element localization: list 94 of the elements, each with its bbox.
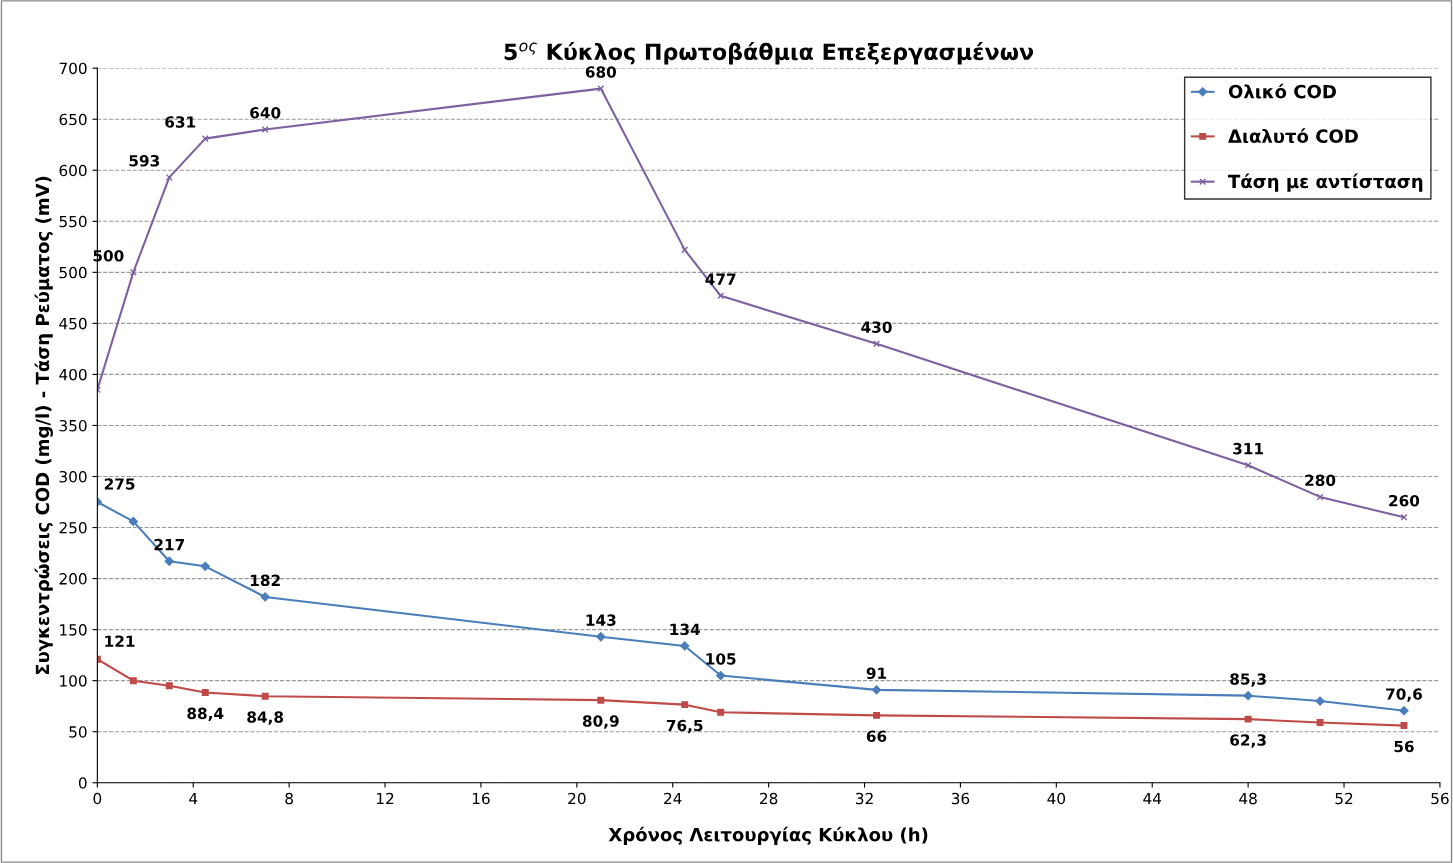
point (597, 85, 605, 93)
point (680, 641, 690, 651)
point (201, 689, 209, 696)
y-axis-title: Συγκεντρώσεις COD (mg/l) - Τάση Ρεύματος (mV) (34, 176, 53, 675)
point (201, 135, 209, 143)
data-label: 134 (670, 623, 700, 636)
data-label: 76,5 (666, 719, 703, 734)
data-label: 66 (866, 730, 887, 743)
data-label: 280 (1305, 474, 1336, 487)
data-label: 430 (861, 321, 892, 333)
x-axis-title: Χρόνος Λειτουργίας Κύκλου (h) (608, 826, 928, 845)
data-label: 84,8 (247, 711, 284, 725)
legend-label: Διαλυτό COD (1228, 128, 1358, 144)
point (717, 708, 725, 716)
data-label: 105 (706, 653, 736, 665)
x-tick-label: 28 (760, 792, 778, 805)
x-tick-label: 24 (664, 792, 682, 805)
point (717, 292, 725, 300)
y-tick-label: 450 (59, 317, 87, 330)
data-label: 593 (129, 155, 160, 167)
y-tick-label: 400 (59, 368, 87, 381)
x-tick-label: 0 (93, 792, 102, 805)
y-tick-label: 200 (59, 573, 87, 585)
point (129, 677, 137, 685)
data-label: 311 (1233, 442, 1264, 455)
y-tick-label: 350 (59, 419, 87, 432)
x-tick-label: 32 (855, 792, 873, 805)
data-label: 182 (250, 574, 280, 587)
x-tick-label: 52 (1335, 792, 1353, 805)
point (596, 632, 606, 642)
point (1316, 719, 1324, 726)
data-label: 217 (154, 538, 185, 551)
point (165, 173, 173, 181)
point (128, 516, 138, 527)
point (1244, 461, 1252, 469)
y-tick-label: 150 (60, 624, 87, 636)
point (1315, 696, 1325, 706)
data-label: 143 (586, 614, 616, 626)
point (260, 592, 270, 602)
y-tick-label: 50 (69, 726, 87, 738)
data-label: 640 (250, 107, 281, 119)
legend-label: Τάση με αντίσταση (1228, 173, 1423, 192)
point (597, 696, 605, 704)
data-label: 80,9 (582, 715, 619, 729)
point (1316, 493, 1324, 501)
y-tick-label: 0 (78, 777, 87, 789)
point (873, 711, 880, 719)
x-tick-label: 40 (1047, 792, 1066, 805)
y-tick-label: 550 (59, 215, 87, 228)
y-tick-label: 300 (59, 470, 87, 483)
data-label: 88,4 (187, 707, 224, 722)
data-label: 62,3 (1230, 734, 1266, 748)
x-tick-label: 12 (377, 792, 394, 805)
x-tick-label: 20 (568, 792, 586, 805)
point (261, 692, 269, 700)
data-label: 121 (105, 635, 135, 647)
point (164, 556, 174, 566)
x-tick-label: 48 (1239, 792, 1257, 805)
y-tick-label: 650 (59, 113, 87, 126)
x-tick-label: 36 (951, 792, 970, 805)
legend-label: Ολικό COD (1228, 83, 1336, 99)
chart-title: 5$^{ος}$ Κύκλος Πρωτοβάθμια Επεξεργασμένων (504, 42, 1034, 65)
data-label: 680 (585, 66, 617, 78)
y-tick-label: 250 (59, 522, 87, 534)
x-tick-label: 4 (189, 792, 198, 805)
data-label: 56 (1394, 740, 1414, 753)
data-label: 275 (104, 478, 135, 490)
point (261, 125, 269, 133)
data-label: 91 (866, 667, 887, 679)
data-label: 85,3 (1230, 673, 1266, 687)
x-tick-label: 16 (472, 792, 490, 805)
y-tick-label: 700 (59, 62, 87, 75)
point (681, 246, 689, 254)
point (871, 685, 882, 695)
x-tick-label: 56 (1431, 792, 1449, 805)
data-label: 260 (1389, 494, 1420, 507)
point (1400, 722, 1408, 730)
point (165, 682, 173, 690)
y-tick-label: 500 (59, 266, 87, 279)
point (1400, 513, 1408, 521)
point (716, 670, 726, 681)
point (129, 268, 137, 276)
x-tick-label: 8 (285, 792, 293, 805)
data-label: 631 (165, 116, 196, 128)
y-tick-label: 600 (59, 164, 87, 177)
point (200, 561, 210, 571)
point (681, 701, 689, 709)
point (1399, 706, 1409, 716)
point (873, 340, 880, 348)
point (1244, 715, 1252, 723)
x-tick-label: 44 (1143, 792, 1162, 805)
y-tick-label: 100 (60, 675, 87, 687)
data-label: 70,6 (1386, 688, 1422, 702)
point (1243, 691, 1253, 701)
